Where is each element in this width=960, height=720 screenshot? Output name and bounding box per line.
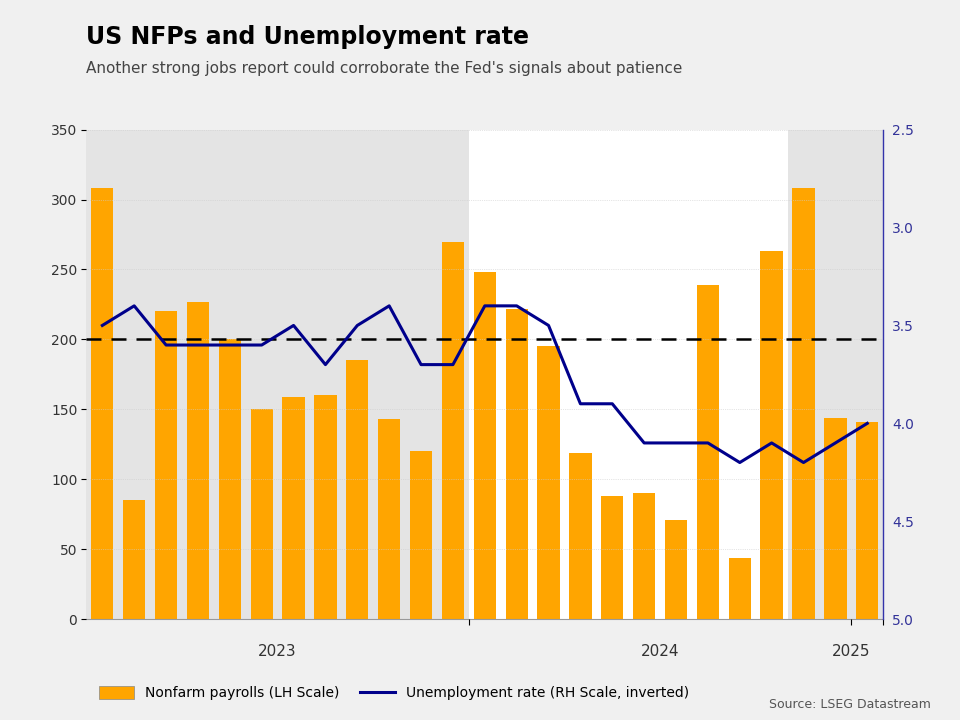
Bar [538,346,560,619]
Bar [347,361,369,619]
Bar [442,241,464,619]
Bar [91,189,113,619]
Legend: Nonfarm payrolls (LH Scale), Unemployment rate (RH Scale, inverted): Nonfarm payrolls (LH Scale), Unemploymen… [93,680,694,706]
Text: Source: LSEG Datastream: Source: LSEG Datastream [769,698,931,711]
Bar [219,339,241,619]
Bar [314,395,337,619]
Bar [665,520,687,619]
Bar [378,419,400,619]
Bar [760,251,782,619]
Bar [282,397,304,619]
Text: 2023: 2023 [258,644,297,660]
Bar [792,189,815,619]
Bar [825,418,847,619]
Bar [697,285,719,619]
Bar [506,309,528,619]
Bar [410,451,432,619]
Bar [473,272,496,619]
Bar [251,410,273,619]
Bar [601,496,623,619]
Bar [729,558,751,619]
Text: 2024: 2024 [641,644,680,660]
Bar [86,130,468,619]
Bar [787,130,883,619]
Bar [187,302,209,619]
Bar [856,422,878,619]
Bar [569,453,591,619]
Bar [155,312,178,619]
Bar [123,500,145,619]
Text: Another strong jobs report could corroborate the Fed's signals about patience: Another strong jobs report could corrobo… [86,61,683,76]
Text: 2025: 2025 [832,644,871,660]
Bar [633,493,656,619]
Text: US NFPs and Unemployment rate: US NFPs and Unemployment rate [86,25,529,49]
